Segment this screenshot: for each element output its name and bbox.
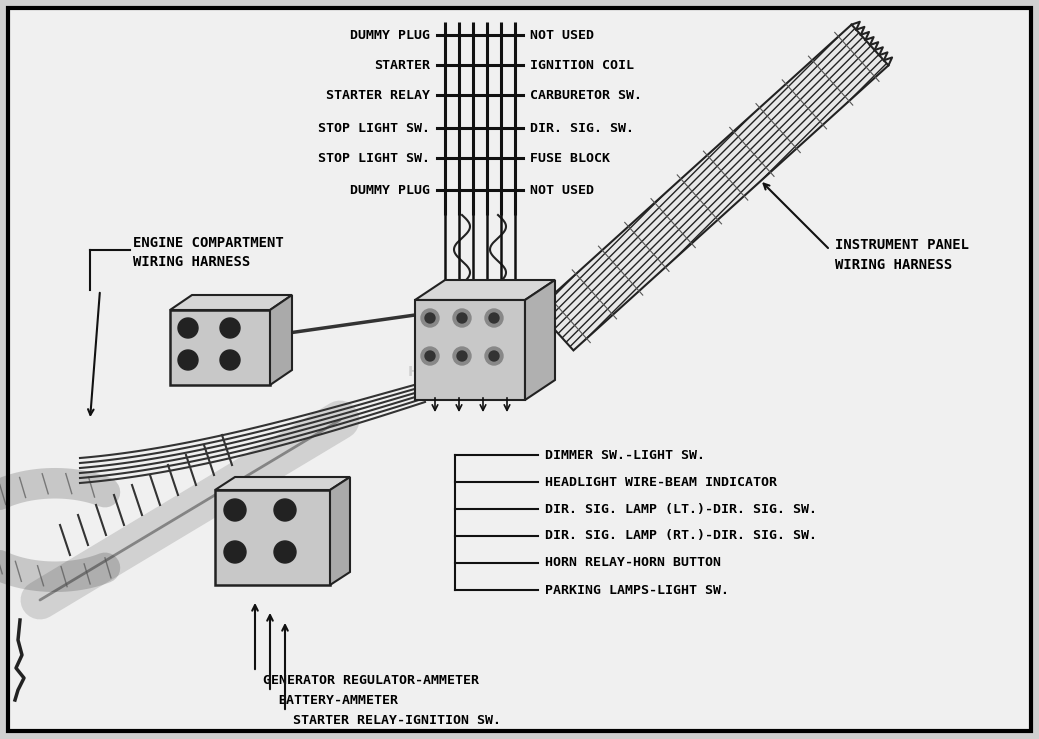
Text: WIRING HARNESS: WIRING HARNESS: [835, 258, 953, 272]
Circle shape: [453, 309, 471, 327]
Polygon shape: [170, 295, 292, 310]
Text: STARTER RELAY-IGNITION SW.: STARTER RELAY-IGNITION SW.: [293, 713, 501, 726]
Circle shape: [453, 347, 471, 365]
Bar: [170, 310, 270, 385]
Circle shape: [274, 541, 296, 563]
Circle shape: [489, 351, 499, 361]
Text: DIR. SIG. SW.: DIR. SIG. SW.: [530, 121, 634, 134]
Circle shape: [224, 499, 246, 521]
Text: STOP LIGHT SW.: STOP LIGHT SW.: [318, 151, 430, 165]
Circle shape: [485, 309, 503, 327]
Text: NOT USED: NOT USED: [530, 29, 594, 41]
Text: PARKING LAMPS-LIGHT SW.: PARKING LAMPS-LIGHT SW.: [545, 584, 729, 596]
Text: GENERATOR REGULATOR-AMMETER: GENERATOR REGULATOR-AMMETER: [263, 673, 479, 687]
Text: STOP LIGHT SW.: STOP LIGHT SW.: [318, 121, 430, 134]
Text: INSTRUMENT PANEL: INSTRUMENT PANEL: [835, 238, 969, 252]
Text: DIR. SIG. LAMP (RT.)-DIR. SIG. SW.: DIR. SIG. LAMP (RT.)-DIR. SIG. SW.: [545, 530, 817, 542]
Text: ENGINE COMPARTMENT: ENGINE COMPARTMENT: [133, 236, 284, 250]
Text: DIR. SIG. LAMP (LT.)-DIR. SIG. SW.: DIR. SIG. LAMP (LT.)-DIR. SIG. SW.: [545, 503, 817, 516]
Circle shape: [489, 313, 499, 323]
Text: WIRING HARNESS: WIRING HARNESS: [133, 255, 250, 269]
Text: FUSE BLOCK: FUSE BLOCK: [530, 151, 610, 165]
Circle shape: [425, 351, 435, 361]
Circle shape: [425, 313, 435, 323]
Text: HORN RELAY-HORN BUTTON: HORN RELAY-HORN BUTTON: [545, 556, 721, 570]
Text: STARTER RELAY: STARTER RELAY: [326, 89, 430, 101]
Polygon shape: [330, 477, 350, 585]
Text: HEADLIGHT WIRE-BEAM INDICATOR: HEADLIGHT WIRE-BEAM INDICATOR: [545, 475, 777, 488]
Text: DUMMY PLUG: DUMMY PLUG: [350, 183, 430, 197]
Bar: [215, 490, 330, 585]
Text: IGNITION COIL: IGNITION COIL: [530, 58, 634, 72]
Bar: [415, 300, 525, 400]
Circle shape: [421, 309, 439, 327]
Text: HOMETOWN
BUICK: HOMETOWN BUICK: [407, 365, 503, 395]
Circle shape: [220, 318, 240, 338]
Text: STARTER: STARTER: [374, 58, 430, 72]
Circle shape: [178, 318, 198, 338]
Polygon shape: [525, 280, 555, 400]
Polygon shape: [215, 477, 350, 490]
Text: CARBURETOR SW.: CARBURETOR SW.: [530, 89, 642, 101]
Polygon shape: [415, 280, 555, 300]
Circle shape: [457, 351, 467, 361]
Text: NOT USED: NOT USED: [530, 183, 594, 197]
Circle shape: [485, 347, 503, 365]
Circle shape: [224, 541, 246, 563]
Circle shape: [274, 499, 296, 521]
Text: DUMMY PLUG: DUMMY PLUG: [350, 29, 430, 41]
Text: DIMMER SW.-LIGHT SW.: DIMMER SW.-LIGHT SW.: [545, 449, 705, 461]
Polygon shape: [270, 295, 292, 385]
Circle shape: [220, 350, 240, 370]
Circle shape: [457, 313, 467, 323]
Circle shape: [421, 347, 439, 365]
Circle shape: [178, 350, 198, 370]
Text: BATTERY-AMMETER: BATTERY-AMMETER: [278, 693, 398, 706]
Polygon shape: [536, 24, 888, 350]
